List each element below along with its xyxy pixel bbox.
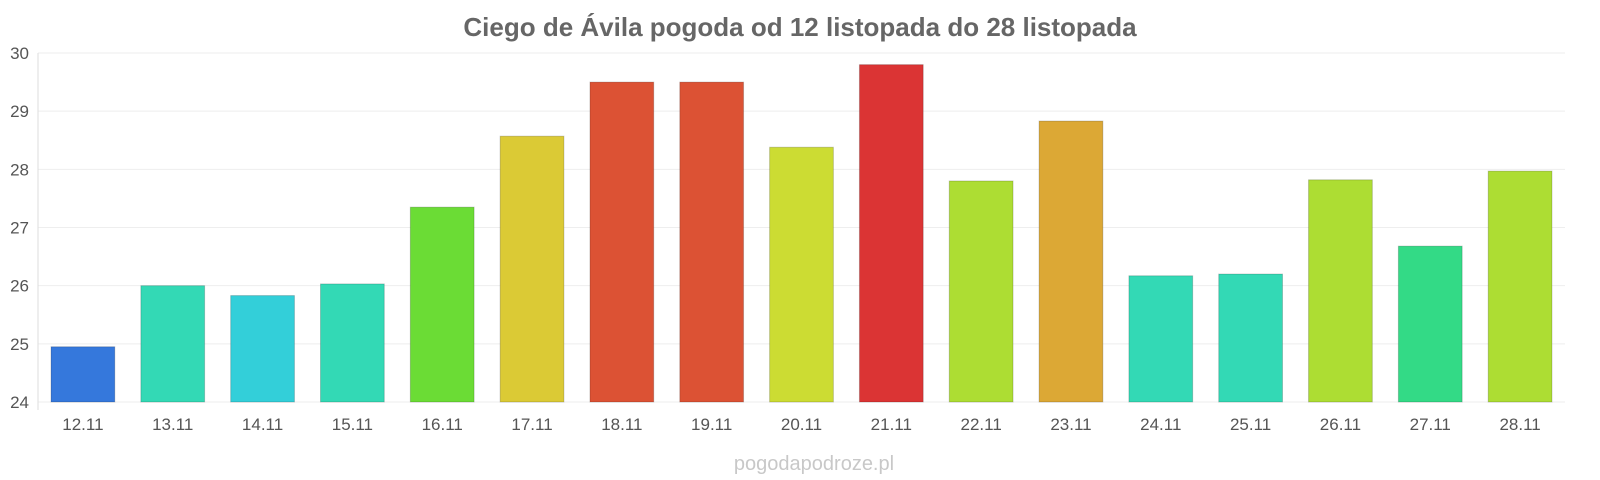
bar-21.11 <box>858 64 924 403</box>
bars <box>50 64 1553 403</box>
bar-12.11 <box>50 346 116 403</box>
bar-20.11 <box>769 146 834 403</box>
x-tick-label: 18.11 <box>601 415 642 434</box>
y-tick-label: 29 <box>10 102 29 121</box>
y-tick-label: 30 <box>10 44 29 63</box>
bar-15.11 <box>319 283 385 403</box>
bar-14.11 <box>230 295 295 403</box>
x-tick-label: 13.11 <box>152 415 193 434</box>
bar-19.11 <box>679 81 745 403</box>
x-tick-label: 21.11 <box>871 415 912 434</box>
y-axis-ticks: 24 25 26 27 28 29 30 <box>10 44 29 412</box>
x-tick-label: 27.11 <box>1410 415 1451 434</box>
x-tick-label: 20.11 <box>781 415 822 434</box>
bar-25.11 <box>1218 273 1284 403</box>
bar-17.11 <box>499 135 565 403</box>
x-tick-label: 19.11 <box>691 415 732 434</box>
bar-13.11 <box>140 285 206 403</box>
x-tick-label: 15.11 <box>332 415 373 434</box>
y-tick-label: 26 <box>10 277 29 296</box>
bar-16.11 <box>409 206 475 403</box>
x-tick-label: 14.11 <box>242 415 283 434</box>
y-tick-label: 27 <box>10 219 29 238</box>
x-tick-label: 26.11 <box>1320 415 1361 434</box>
bar-26.11 <box>1308 179 1373 403</box>
x-tick-label: 22.11 <box>961 415 1002 434</box>
x-tick-label: 24.11 <box>1140 415 1181 434</box>
x-axis-ticks: 12.11 13.11 14.11 15.11 16.11 17.11 18.11 19.11… <box>62 415 1540 434</box>
bar-22.11 <box>948 180 1014 403</box>
bar-27.11 <box>1397 245 1463 403</box>
bar-23.11 <box>1038 120 1104 403</box>
x-tick-label: 17.11 <box>511 415 552 434</box>
y-tick-label: 24 <box>10 393 29 412</box>
bar-18.11 <box>589 81 655 403</box>
x-tick-label: 16.11 <box>422 415 463 434</box>
bar-28.11 <box>1487 170 1553 403</box>
x-tick-label: 23.11 <box>1050 415 1091 434</box>
chart-title: Ciego de Ávila pogoda od 12 listopada do… <box>463 12 1137 42</box>
y-tick-label: 25 <box>10 335 29 354</box>
source-watermark: pogodapodroze.pl <box>734 453 894 475</box>
bar-24.11 <box>1128 275 1194 403</box>
x-tick-label: 12.11 <box>62 415 103 434</box>
x-tick-label: 28.11 <box>1499 415 1540 434</box>
y-tick-label: 28 <box>10 160 29 179</box>
x-tick-label: 25.11 <box>1230 415 1271 434</box>
